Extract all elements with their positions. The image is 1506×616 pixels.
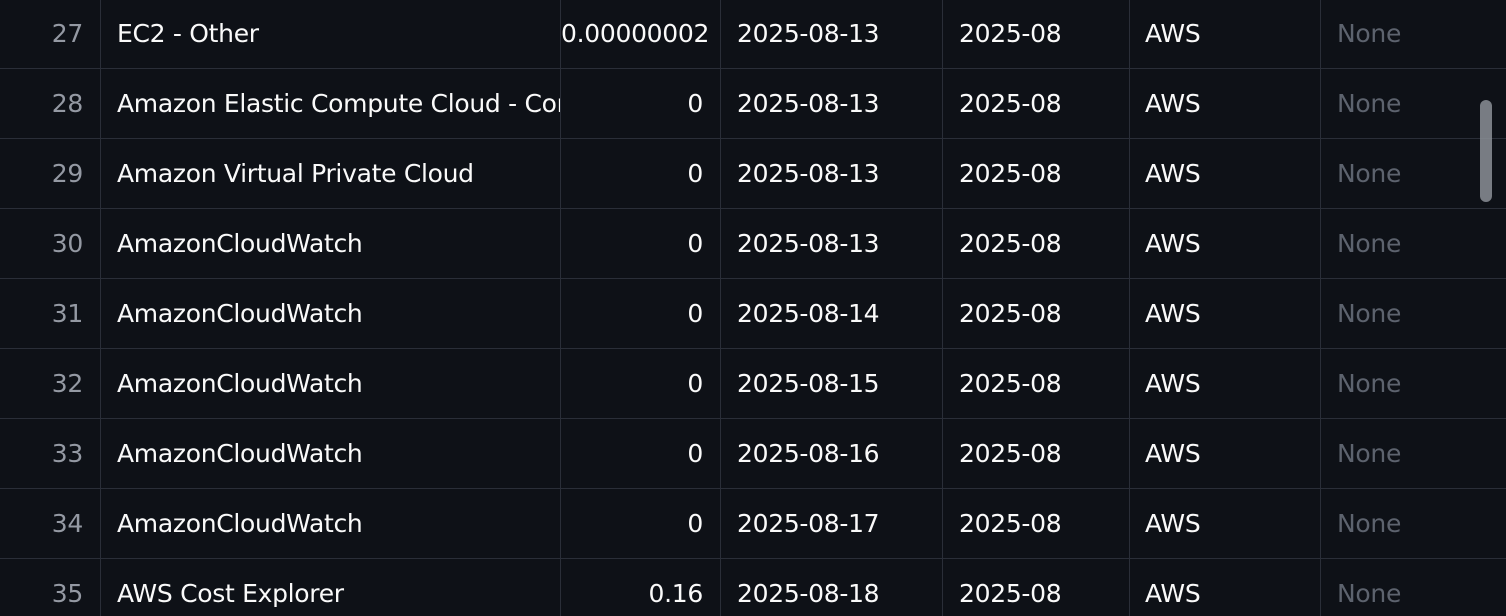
cost-cell[interactable]: 0: [561, 209, 721, 278]
date-cell[interactable]: 2025-08-13: [721, 209, 943, 278]
table-row[interactable]: 32 AmazonCloudWatch 0 2025-08-15 2025-08 AWS N…: [0, 349, 1506, 419]
row-index-cell: 30: [0, 209, 101, 278]
cost-cell[interactable]: 0: [561, 489, 721, 558]
month-cell[interactable]: 2025-08: [943, 279, 1130, 348]
month-cell[interactable]: 2025-08: [943, 349, 1130, 418]
date-cell[interactable]: 2025-08-18: [721, 559, 943, 616]
provider-cell[interactable]: AWS: [1130, 279, 1321, 348]
row-index-cell: 35: [0, 559, 101, 616]
date-cell[interactable]: 2025-08-15: [721, 349, 943, 418]
month-cell[interactable]: 2025-08: [943, 139, 1130, 208]
row-index-cell: 31: [0, 279, 101, 348]
null-value-cell[interactable]: None: [1337, 369, 1402, 398]
service-cell[interactable]: AmazonCloudWatch: [101, 209, 561, 278]
month-cell[interactable]: 2025-08: [943, 0, 1130, 68]
date-cell[interactable]: 2025-08-16: [721, 419, 943, 488]
row-index-cell: 29: [0, 139, 101, 208]
date-cell[interactable]: 2025-08-17: [721, 489, 943, 558]
date-cell[interactable]: 2025-08-14: [721, 279, 943, 348]
vertical-scrollbar[interactable]: [1480, 0, 1492, 615]
row-index-cell: 33: [0, 419, 101, 488]
table-row[interactable]: 31 AmazonCloudWatch 0 2025-08-14 2025-08 AWS N…: [0, 279, 1506, 349]
null-value-cell[interactable]: None: [1337, 579, 1402, 608]
service-cell[interactable]: Amazon Virtual Private Cloud: [101, 139, 561, 208]
date-cell[interactable]: 2025-08-13: [721, 139, 943, 208]
table-row[interactable]: 34 AmazonCloudWatch 0 2025-08-17 2025-08 AWS N…: [0, 489, 1506, 559]
table-row[interactable]: 33 AmazonCloudWatch 0 2025-08-16 2025-08 AWS N…: [0, 419, 1506, 489]
month-cell[interactable]: 2025-08: [943, 209, 1130, 278]
service-cell[interactable]: AmazonCloudWatch: [101, 489, 561, 558]
scrollbar-thumb[interactable]: [1480, 100, 1492, 202]
month-cell[interactable]: 2025-08: [943, 69, 1130, 138]
row-index-cell: 28: [0, 69, 101, 138]
cost-cell[interactable]: 0: [561, 349, 721, 418]
provider-cell[interactable]: AWS: [1130, 559, 1321, 616]
service-cell[interactable]: EC2 - Other: [101, 0, 561, 68]
table-row[interactable]: 27 EC2 - Other 0.00000002 2025-08-13 2025-08…: [0, 0, 1506, 69]
service-cell[interactable]: AWS Cost Explorer: [101, 559, 561, 616]
table-row[interactable]: 35 AWS Cost Explorer 0.16 2025-08-18 2025-08…: [0, 559, 1506, 616]
provider-cell[interactable]: AWS: [1130, 69, 1321, 138]
provider-cell[interactable]: AWS: [1130, 139, 1321, 208]
provider-cell[interactable]: AWS: [1130, 349, 1321, 418]
service-cell[interactable]: AmazonCloudWatch: [101, 419, 561, 488]
row-index-cell: 27: [0, 0, 101, 68]
row-index-cell: 34: [0, 489, 101, 558]
date-cell[interactable]: 2025-08-13: [721, 69, 943, 138]
provider-cell[interactable]: AWS: [1130, 209, 1321, 278]
service-cell[interactable]: AmazonCloudWatch: [101, 279, 561, 348]
table-row[interactable]: 30 AmazonCloudWatch 0 2025-08-13 2025-08 AWS N…: [0, 209, 1506, 279]
null-value-cell[interactable]: None: [1337, 159, 1402, 188]
row-index-cell: 32: [0, 349, 101, 418]
provider-cell[interactable]: AWS: [1130, 489, 1321, 558]
date-cell[interactable]: 2025-08-13: [721, 0, 943, 68]
null-value-cell[interactable]: None: [1337, 229, 1402, 258]
month-cell[interactable]: 2025-08: [943, 489, 1130, 558]
null-value-cell[interactable]: None: [1337, 299, 1402, 328]
cost-cell[interactable]: 0.16: [561, 559, 721, 616]
null-value-cell[interactable]: None: [1337, 89, 1402, 118]
cost-cell[interactable]: 0: [561, 419, 721, 488]
cost-cell[interactable]: 0: [561, 279, 721, 348]
cost-cell[interactable]: 0.00000002: [561, 0, 721, 68]
service-cell[interactable]: Amazon Elastic Compute Cloud - Compute: [101, 69, 561, 138]
month-cell[interactable]: 2025-08: [943, 419, 1130, 488]
provider-cell[interactable]: AWS: [1130, 419, 1321, 488]
cost-cell[interactable]: 0: [561, 69, 721, 138]
null-value-cell[interactable]: None: [1337, 509, 1402, 538]
null-value-cell[interactable]: None: [1337, 19, 1402, 48]
cost-cell[interactable]: 0: [561, 139, 721, 208]
provider-cell[interactable]: AWS: [1130, 0, 1321, 68]
month-cell[interactable]: 2025-08: [943, 559, 1130, 616]
table-row[interactable]: 29 Amazon Virtual Private Cloud 0 2025-08-1…: [0, 139, 1506, 209]
null-value-cell[interactable]: None: [1337, 439, 1402, 468]
service-cell[interactable]: AmazonCloudWatch: [101, 349, 561, 418]
